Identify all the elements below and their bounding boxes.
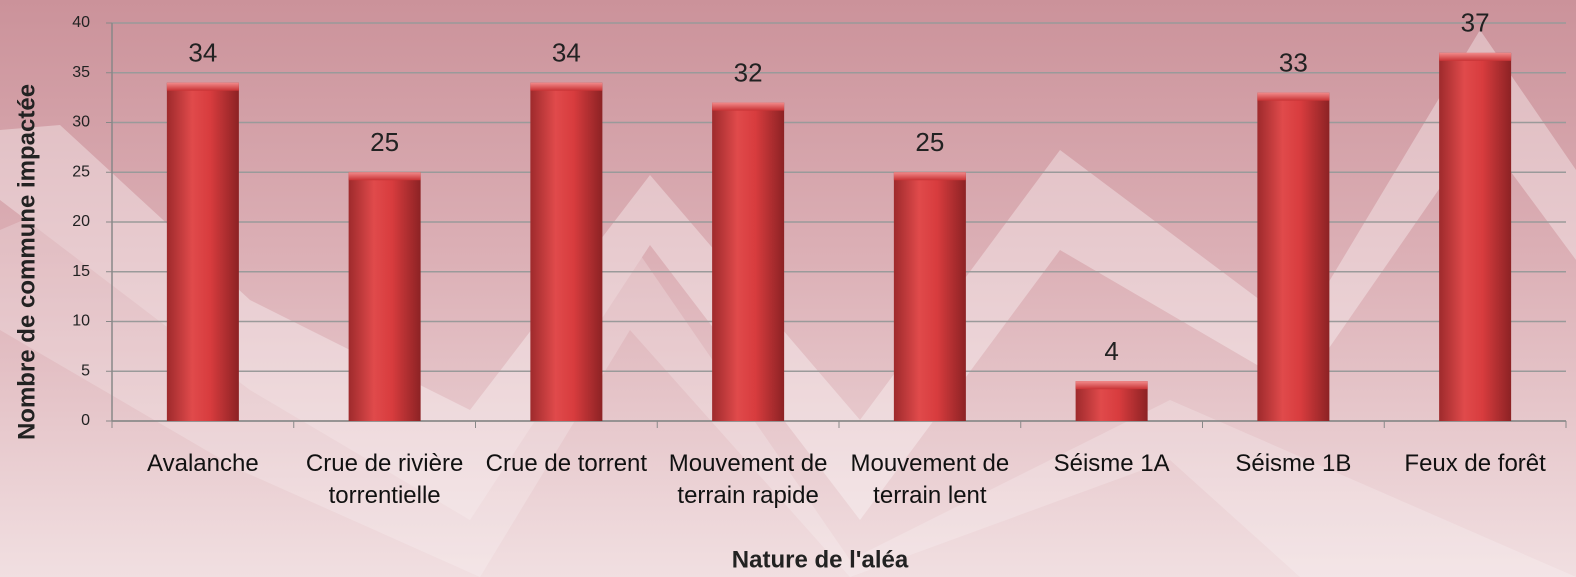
- x-tick-label: Séisme 1B: [1235, 450, 1352, 477]
- value-label: 37: [1461, 8, 1490, 38]
- bar: [166, 82, 239, 421]
- y-tick-label: 15: [72, 263, 90, 280]
- bar-cap: [893, 172, 966, 181]
- bar-cap: [1075, 381, 1148, 390]
- bar: [1439, 52, 1512, 421]
- value-label: 25: [915, 127, 944, 157]
- x-tick-label: Crue de rivière torrentielle: [305, 450, 464, 509]
- y-tick-label: 30: [72, 114, 90, 131]
- x-tick-label: Mouvement de terrain rapide: [668, 450, 828, 509]
- x-tick-label: Avalanche: [147, 450, 259, 477]
- x-tick-label: Crue de torrent: [485, 450, 648, 477]
- y-axis-title: Nombre de commune impactée: [13, 84, 40, 440]
- bar: [348, 172, 421, 421]
- bar: [530, 82, 603, 421]
- y-tick-label: 5: [81, 362, 90, 379]
- bar: [712, 102, 785, 421]
- y-tick-label: 20: [72, 213, 90, 230]
- bar: [1257, 92, 1330, 422]
- value-label: 32: [734, 57, 763, 87]
- value-label: 34: [552, 38, 581, 68]
- y-tick-label: 35: [72, 64, 90, 81]
- bar-cap: [1439, 52, 1512, 61]
- bar-cap: [530, 82, 603, 91]
- value-label: 25: [370, 127, 399, 157]
- y-tick-label: 10: [72, 313, 90, 330]
- bar-cap: [166, 82, 239, 91]
- bar: [893, 172, 966, 421]
- x-tick-label: Séisme 1A: [1053, 450, 1170, 477]
- bar-cap: [712, 102, 785, 111]
- x-axis-title: Nature de l'aléa: [732, 546, 909, 573]
- y-tick-label: 0: [81, 412, 90, 429]
- y-tick-label: 25: [72, 163, 90, 180]
- bar-cap: [348, 172, 421, 181]
- y-tick-label: 40: [72, 14, 90, 31]
- x-tick-label: Feux de forêt: [1404, 450, 1546, 477]
- x-tick-label: Mouvement de terrain lent: [850, 450, 1010, 509]
- value-label: 33: [1279, 48, 1308, 78]
- value-label: 4: [1104, 336, 1118, 366]
- value-label: 34: [188, 38, 217, 68]
- bar-cap: [1257, 92, 1330, 101]
